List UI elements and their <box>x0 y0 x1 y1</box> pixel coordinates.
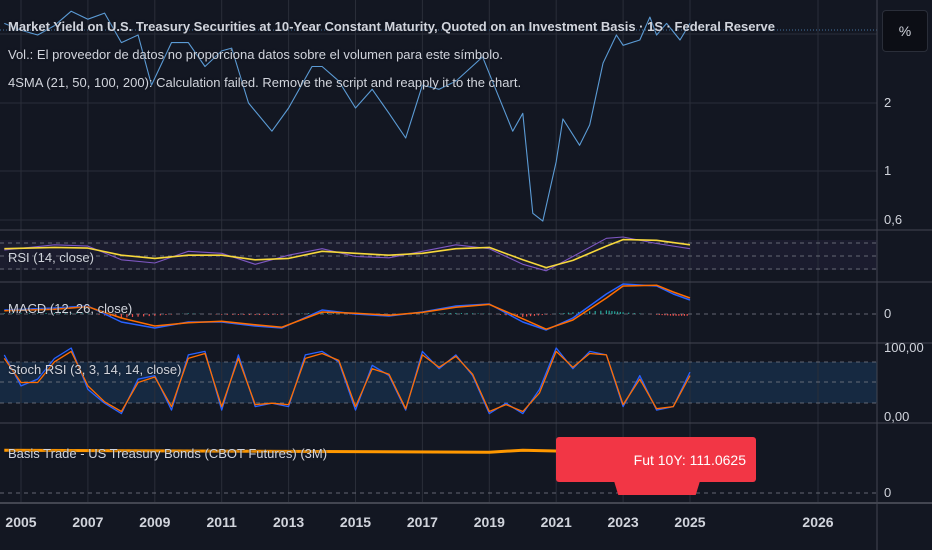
macd-line <box>4 283 691 331</box>
x-axis-label: 2009 <box>139 514 171 530</box>
signal-line <box>4 284 691 330</box>
yield-line <box>4 10 691 222</box>
stoch-d-line <box>3 350 691 413</box>
percent-scale-button[interactable]: % <box>882 10 928 52</box>
x-axis-label: 2023 <box>607 514 639 530</box>
rsi-legend: RSI (14, close) <box>8 250 94 265</box>
macd-legend: MACD (12, 26, close) <box>8 301 133 316</box>
series-title-legend: Market Yield on U.S. Treasury Securities… <box>8 19 776 34</box>
stoch-rsi-legend: Stoch RSI (3, 3, 14, 14, close) <box>8 362 182 377</box>
price-axis-label: 0,6 <box>884 212 903 227</box>
x-axis-label: 2015 <box>339 514 372 530</box>
basis-trade-legend: Basis Trade - US Treasury Bonds (CBOT Fu… <box>8 446 328 461</box>
x-axis-label: 2021 <box>540 514 572 530</box>
rsi-ma-line <box>4 238 691 269</box>
stoch-axis-label: 0,00 <box>884 409 910 424</box>
macd-axis-label: 0 <box>884 306 892 321</box>
futures-price-label: Fut 10Y: 111.0625 <box>556 437 756 482</box>
stoch-axis-label: 100,00 <box>884 340 924 355</box>
futures-label-tab <box>614 481 700 495</box>
x-axis-label: 2026 <box>802 514 834 530</box>
x-axis-label: 2007 <box>72 514 104 530</box>
x-axis-label: 2025 <box>674 514 706 530</box>
price-axis-label: 1 <box>884 163 892 178</box>
rsi-band-fill <box>0 240 877 270</box>
x-axis-label: 2019 <box>473 514 505 530</box>
rsi-line <box>4 236 691 272</box>
price-axis-label: 2 <box>884 95 892 110</box>
x-axis-label: 2005 <box>5 514 37 530</box>
basis-axis-label: 0 <box>884 485 892 500</box>
x-axis-label: 2013 <box>273 514 305 530</box>
x-axis-label: 2011 <box>206 514 237 530</box>
volume-legend: Vol.: El proveedor de datos no proporcio… <box>8 47 504 62</box>
sma-legend: 4SMA (21, 50, 100, 200): Calculation fai… <box>8 75 522 90</box>
x-axis-label: 2017 <box>406 514 438 530</box>
